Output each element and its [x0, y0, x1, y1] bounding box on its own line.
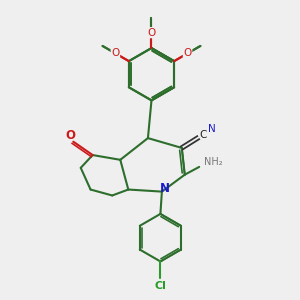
Text: Cl: Cl [154, 281, 166, 291]
Text: O: O [147, 28, 156, 38]
Text: O: O [111, 48, 120, 59]
Text: N: N [208, 124, 216, 134]
Text: O: O [65, 129, 75, 142]
Text: O: O [111, 48, 120, 59]
Text: O: O [183, 48, 192, 59]
Text: NH₂: NH₂ [204, 158, 222, 167]
Text: O: O [147, 28, 156, 38]
Text: C: C [199, 130, 206, 140]
Text: O: O [183, 48, 192, 59]
Text: N: N [160, 182, 170, 194]
